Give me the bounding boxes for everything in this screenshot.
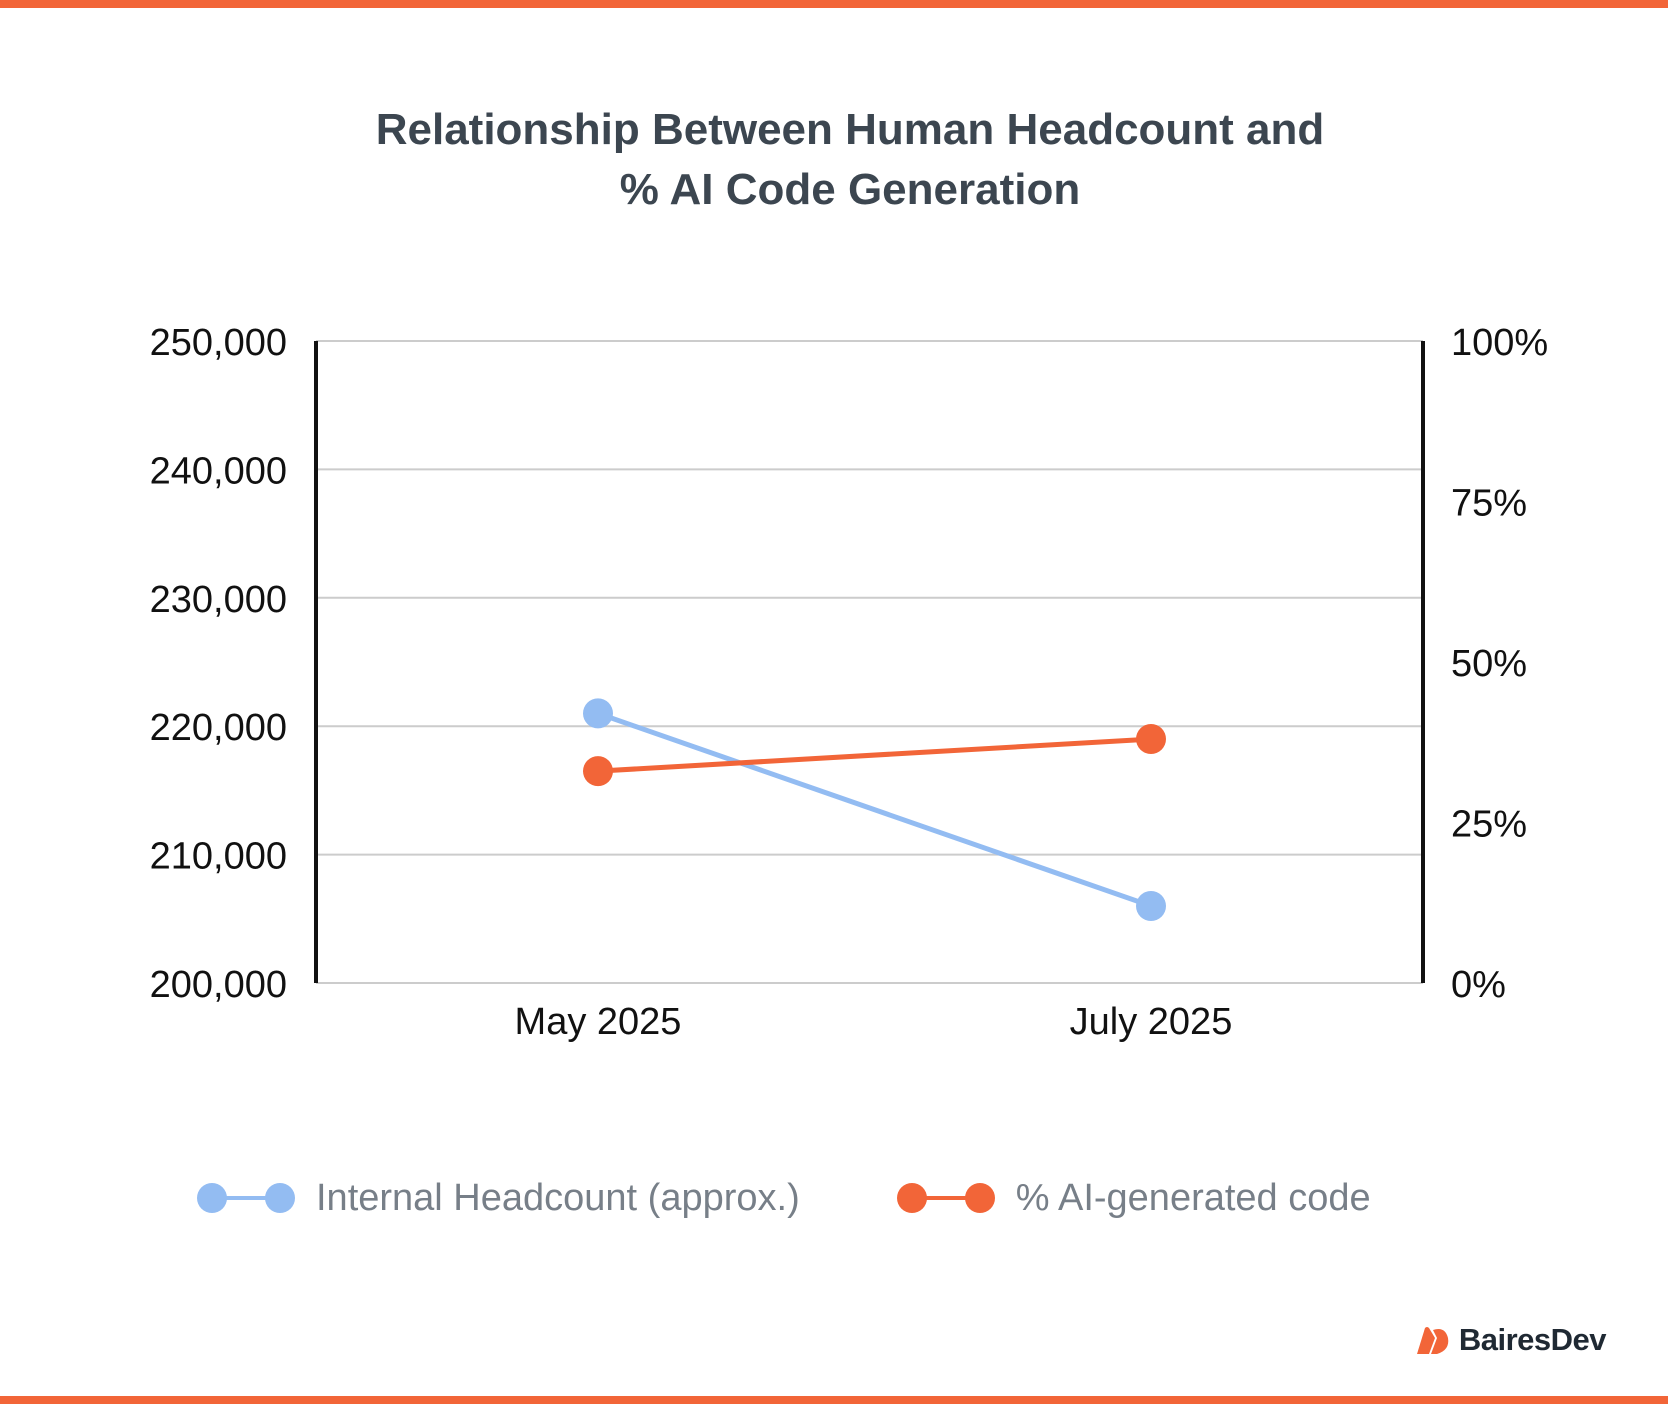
- data-point: [583, 756, 613, 787]
- y-left-tick-label: 200,000: [150, 964, 287, 1006]
- y-left-tick-label: 220,000: [150, 707, 287, 749]
- brand-name: BairesDev: [1458, 1322, 1607, 1357]
- tick-labels: 250,000 240,000 230,000 220,000 210,000 200,0…: [150, 322, 1549, 1043]
- legend-item-ai-code: % AI-generated code: [896, 1177, 1371, 1220]
- y-left-tick-label: 210,000: [150, 836, 287, 878]
- legend-swatch-ai-code: [896, 1183, 995, 1213]
- axes: [314, 341, 1425, 983]
- legend-item-headcount: Internal Headcount (approx.): [196, 1177, 800, 1220]
- y-left-tick-label: 240,000: [150, 450, 287, 492]
- y-right-tick-label: 75%: [1451, 483, 1527, 525]
- y-right-tick-label: 50%: [1451, 643, 1527, 685]
- data-series: [583, 698, 1166, 921]
- chart-title-line-1: Relationship Between Human Headcount and: [375, 105, 1325, 154]
- data-point: [1136, 890, 1166, 921]
- gridlines: [316, 340, 1423, 984]
- y-right-tick-label: 25%: [1451, 804, 1527, 846]
- y-left-tick-label: 230,000: [150, 579, 287, 621]
- y-left-tick-label: 250,000: [150, 322, 287, 364]
- data-point: [1136, 724, 1166, 755]
- x-tick-label: May 2025: [515, 1001, 682, 1043]
- data-point: [583, 698, 613, 729]
- bairesdev-logo-icon: [1416, 1327, 1449, 1354]
- top-accent-bar: [0, 0, 1668, 8]
- legend-label-headcount: Internal Headcount (approx.): [316, 1176, 800, 1219]
- series-line-0: [597, 710, 1152, 909]
- brand: BairesDev: [1415, 1322, 1607, 1358]
- chart-title-line-2: % AI Code Generation: [619, 165, 1081, 214]
- legend-label-ai-code: % AI-generated code: [1015, 1176, 1371, 1219]
- legend-swatch-headcount: [197, 1183, 295, 1213]
- y-right-tick-label: 100%: [1451, 322, 1548, 364]
- x-tick-label: July 2025: [1070, 1001, 1233, 1043]
- series-line-1: [597, 736, 1152, 774]
- bottom-accent-bar: [0, 1396, 1668, 1404]
- y-right-tick-label: 0%: [1451, 964, 1506, 1006]
- chart-title: Relationship Between Human Headcount and…: [0, 100, 1668, 220]
- legend: Internal Headcount (approx.) % AI-genera…: [196, 1168, 1371, 1228]
